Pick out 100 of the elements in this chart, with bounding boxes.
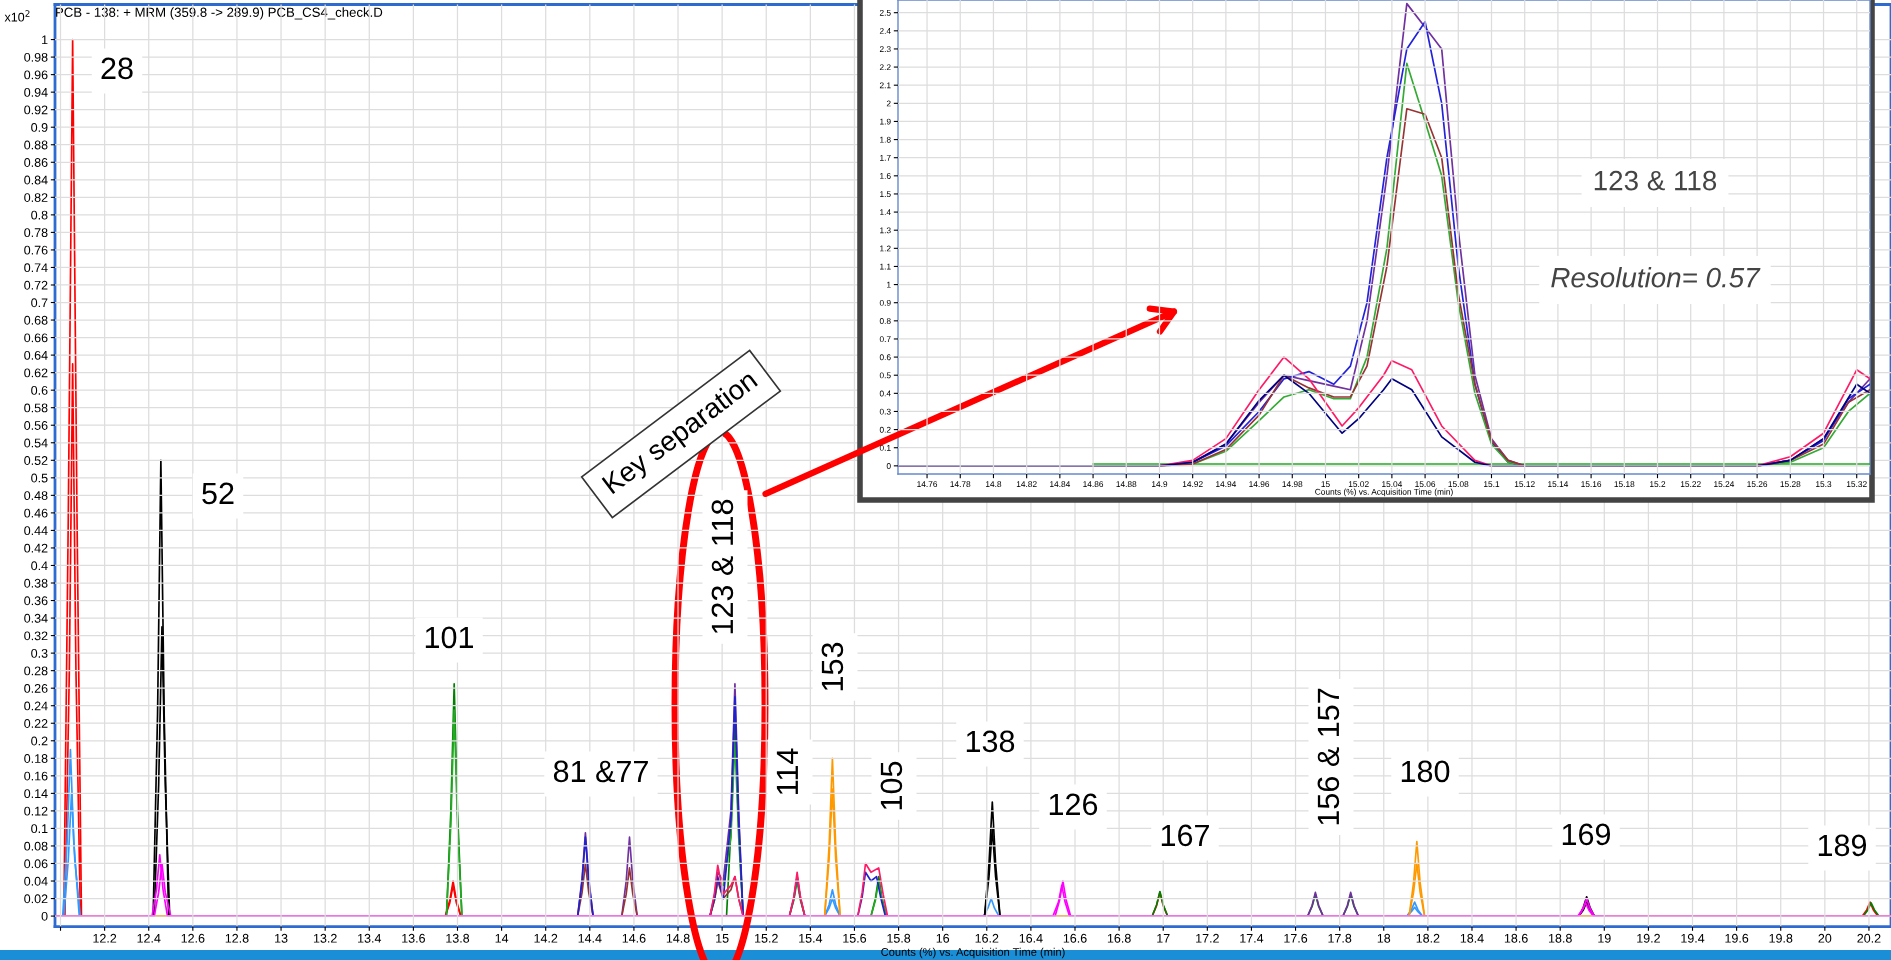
x-tick-label: 19.8 — [1769, 933, 1793, 943]
y-tick-label: 2.4 — [879, 28, 891, 34]
y-tick-label: 2.2 — [879, 64, 891, 71]
x-tick-label: 14.76 — [917, 481, 938, 488]
y-tick-label: 0.56 — [24, 421, 48, 430]
x-tick-label: 18.4 — [1460, 933, 1484, 943]
chart-title: PCB - 138: + MRM (359.8 -> 289.9) PCB_CS4_check.D — [56, 7, 383, 20]
y-tick-label: 0.76 — [24, 245, 48, 255]
annotation: 169 — [1562, 823, 1611, 846]
y-tick-label: 0.04 — [24, 876, 48, 886]
annotation: 167 — [1161, 824, 1209, 847]
x-tick-label: 16.8 — [1107, 933, 1131, 943]
annotation: 28 — [101, 57, 133, 80]
y-tick-label: 1.4 — [880, 209, 891, 216]
x-tick-label: 15.24 — [1714, 481, 1735, 488]
x-tick-label: 17.6 — [1284, 933, 1308, 943]
y-tick-label: 0.9 — [31, 123, 48, 132]
y-tick-label: 1 — [42, 35, 48, 45]
x-tick-label: 20.2 — [1857, 933, 1881, 943]
y-tick-label: 0.4 — [879, 390, 891, 397]
x-tick-label: 18 — [1377, 933, 1391, 943]
y-tick-label: 0.06 — [24, 859, 48, 869]
x-tick-label: 15.2 — [1650, 481, 1666, 488]
y-tick-label: 1.2 — [880, 245, 891, 252]
x-tick-label: 17.8 — [1328, 933, 1352, 943]
y-tick-label: 0.22 — [24, 719, 48, 728]
x-tick-label: 14.94 — [1216, 481, 1237, 488]
y-tick-label: 0.08 — [24, 841, 48, 851]
y-tick-label: 0.24 — [24, 701, 48, 711]
y-tick-label: 0.64 — [24, 350, 48, 360]
x-tick-label: 15.06 — [1415, 481, 1436, 488]
x-tick-label: 15.28 — [1780, 481, 1801, 488]
x-tick-label: 17.4 — [1240, 934, 1264, 943]
x-tick-label: 15.14 — [1548, 481, 1569, 488]
annotation: 101 — [425, 626, 473, 649]
y-tick-label: 0.34 — [24, 613, 48, 623]
x-tick-label: 15 — [716, 934, 729, 943]
y-tick-label: 0.6 — [31, 385, 48, 395]
x-tick-label: 15.18 — [1614, 481, 1635, 488]
x-tick-label: 16 — [936, 933, 950, 943]
x-tick-label: 17 — [1157, 934, 1170, 943]
x-tick-label: 14.88 — [1116, 481, 1137, 488]
annotation: 153 — [821, 642, 844, 691]
x-tick-label: 15.4 — [799, 934, 823, 943]
x-tick-label: 18.2 — [1416, 933, 1440, 943]
y-tick-label: 0.84 — [24, 175, 48, 185]
y-tick-label: 0.28 — [24, 666, 48, 676]
x-tick-label: 14.98 — [1282, 481, 1303, 488]
x-tick-label: 18.8 — [1548, 933, 1572, 943]
y-tick-label: 0.78 — [24, 228, 48, 238]
x-tick-label: 18.6 — [1504, 933, 1528, 943]
y-tick-label: 0.26 — [24, 683, 48, 693]
annotation: 156 & 157 — [1317, 688, 1340, 825]
x-tick-label: 14.78 — [950, 481, 971, 488]
y-tick-label: 0.58 — [24, 403, 48, 413]
x-tick-label: 12.4 — [137, 933, 161, 943]
y-tick-label: 0.2 — [879, 426, 891, 433]
x-tick-label: 15.32 — [1846, 481, 1867, 488]
x-tick-label: 19.2 — [1637, 933, 1660, 943]
y-tick-label: 0 — [886, 463, 891, 469]
y-tick-label: 0.88 — [24, 140, 48, 150]
x-tick-label: 17.2 — [1196, 933, 1219, 943]
x-tick-label: 13 — [275, 933, 288, 943]
y-tick-label: 1.8 — [880, 136, 891, 143]
x-tick-label: 14 — [495, 934, 509, 943]
annotation: Resolution= 0.57 — [1551, 267, 1761, 288]
y-tick-label: 1.6 — [880, 173, 891, 179]
y-tick-label: 2.1 — [879, 82, 891, 89]
x-tick-label: 14.96 — [1249, 481, 1270, 488]
y-tick-label: 0.2 — [31, 736, 48, 746]
x-tick-label: 19 — [1598, 933, 1611, 943]
x-axis-title: Counts (%) vs. Acquisition Time (min) — [1315, 488, 1453, 497]
x-tick-label: 15.12 — [1514, 481, 1535, 488]
y-tick-label: 1 — [887, 281, 891, 288]
x-tick-label: 14.8 — [985, 481, 1002, 488]
y-tick-label: 0 — [41, 911, 48, 921]
x-tick-label: 14.86 — [1083, 481, 1104, 488]
x-tick-label: 15.8 — [887, 933, 911, 943]
x-axis-title: Counts (%) vs. Acquisition Time (min) — [881, 947, 1065, 959]
y-tick-label: 0.48 — [24, 491, 48, 500]
y-tick-label: 0.94 — [24, 87, 48, 97]
x-tick-label: 15.3 — [1816, 481, 1832, 488]
y-tick-label: 0.44 — [24, 526, 48, 536]
x-tick-label: 19.4 — [1681, 933, 1705, 943]
y-tick-label: 0.1 — [31, 824, 48, 834]
x-tick-label: 15.2 — [755, 933, 778, 943]
x-tick-label: 20 — [1818, 933, 1832, 943]
y-tick-label: 1.3 — [880, 227, 891, 234]
y-tick-label: 0.82 — [24, 193, 48, 202]
x-tick-label: 14.4 — [578, 934, 602, 943]
annotation: 180 — [1401, 760, 1450, 783]
y-tick-label: 0.54 — [24, 438, 48, 448]
y-tick-label: 0.3 — [879, 408, 891, 415]
x-tick-label: 15 — [1321, 481, 1330, 488]
y-tick-label: 1.7 — [880, 154, 891, 161]
annotation: 126 — [1049, 793, 1098, 816]
annotation: 138 — [966, 730, 1015, 753]
annotation: 81 &77 — [553, 760, 648, 783]
y-tick-label: 1.1 — [880, 263, 891, 270]
x-tick-label: 12.8 — [225, 933, 249, 943]
